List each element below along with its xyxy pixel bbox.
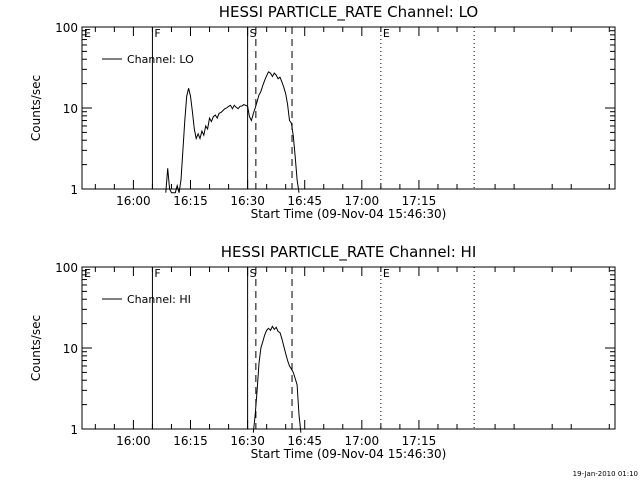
panel2-x-tick-label: 17:00: [345, 434, 380, 448]
panel1-x-tick-label: 17:15: [402, 194, 437, 208]
panel2-marker-label: S: [250, 267, 257, 280]
panel1-marker-label: E: [84, 27, 91, 40]
panel2-marker-label: E: [84, 267, 91, 280]
panel2-x-tick-label: 17:15: [402, 434, 437, 448]
panel2-series-line: [252, 325, 302, 433]
panel1-y-tick-label: 100: [55, 21, 78, 35]
panel1-x-tick-label: 16:15: [173, 194, 208, 208]
panel2-y-tick-label: 10: [63, 342, 78, 356]
panel1-x-tick-label: 16:45: [287, 194, 322, 208]
panel1-x-tick-label: 16:30: [230, 194, 265, 208]
panel1-chart-title: HESSI PARTICLE_RATE Channel: LO: [219, 3, 478, 22]
panel2-chart-title: HESSI PARTICLE_RATE Channel: HI: [221, 243, 477, 262]
panel2-x-tick-label: 16:15: [173, 434, 208, 448]
panel1-plot-frame: [81, 26, 616, 190]
panel2-marker-label: F: [154, 267, 160, 280]
panel1-x-tick-label: 17:00: [345, 194, 380, 208]
panel2-legend-label: Channel: HI: [127, 293, 191, 306]
panel1-x-tick-label: 16:00: [116, 194, 151, 208]
generation-timestamp: 19-Jan-2010 01:10: [573, 470, 638, 478]
panel2-x-axis-label: Start Time (09-Nov-04 15:46:30): [251, 447, 447, 461]
panel1-y-axis-label: Counts/sec: [29, 75, 43, 141]
panel2-y-tick-label: 1: [70, 423, 78, 437]
panel2-y-axis-label: Counts/sec: [29, 315, 43, 381]
panel2-x-tick-label: 16:00: [116, 434, 151, 448]
panel1-x-axis-label: Start Time (09-Nov-04 15:46:30): [251, 207, 447, 221]
panel1-marker-label: S: [250, 27, 257, 40]
panel1-y-tick-label: 1: [70, 183, 78, 197]
panel2-marker-label: E: [383, 267, 390, 280]
panel2-plot-frame: [81, 266, 616, 430]
panel1-marker-label: F: [154, 27, 160, 40]
panel2-x-tick-label: 16:30: [230, 434, 265, 448]
panel1-marker-label: E: [383, 27, 390, 40]
panel2-x-tick-label: 16:45: [287, 434, 322, 448]
panel1-legend-label: Channel: LO: [127, 53, 194, 66]
panel1-series-line: [165, 71, 300, 194]
panel1-y-tick-label: 10: [63, 102, 78, 116]
panel2-y-tick-label: 100: [55, 261, 78, 275]
